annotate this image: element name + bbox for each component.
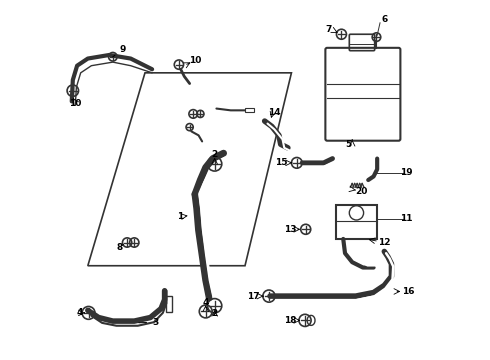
Text: 8: 8	[116, 243, 122, 252]
Text: 4: 4	[202, 298, 209, 307]
Text: 20: 20	[355, 187, 368, 196]
Text: 10: 10	[189, 56, 201, 65]
Text: 16: 16	[402, 287, 415, 296]
Text: 7: 7	[326, 25, 332, 34]
Text: 4: 4	[77, 309, 83, 318]
Text: 13: 13	[284, 225, 296, 234]
Text: 2: 2	[212, 150, 218, 159]
Text: 19: 19	[400, 168, 413, 177]
Text: 18: 18	[284, 316, 297, 325]
Text: 2: 2	[212, 310, 218, 319]
Text: 6: 6	[381, 15, 388, 24]
Text: 3: 3	[139, 318, 158, 327]
Text: 10: 10	[70, 99, 82, 108]
Text: 17: 17	[246, 292, 259, 301]
Text: 5: 5	[345, 140, 352, 149]
Text: 1: 1	[177, 212, 183, 221]
Text: 15: 15	[275, 158, 288, 167]
Text: 9: 9	[113, 45, 126, 57]
Text: 14: 14	[268, 108, 281, 117]
Bar	[166, 296, 172, 312]
Text: 12: 12	[378, 238, 391, 247]
Bar	[245, 108, 254, 112]
Text: 11: 11	[400, 214, 413, 223]
